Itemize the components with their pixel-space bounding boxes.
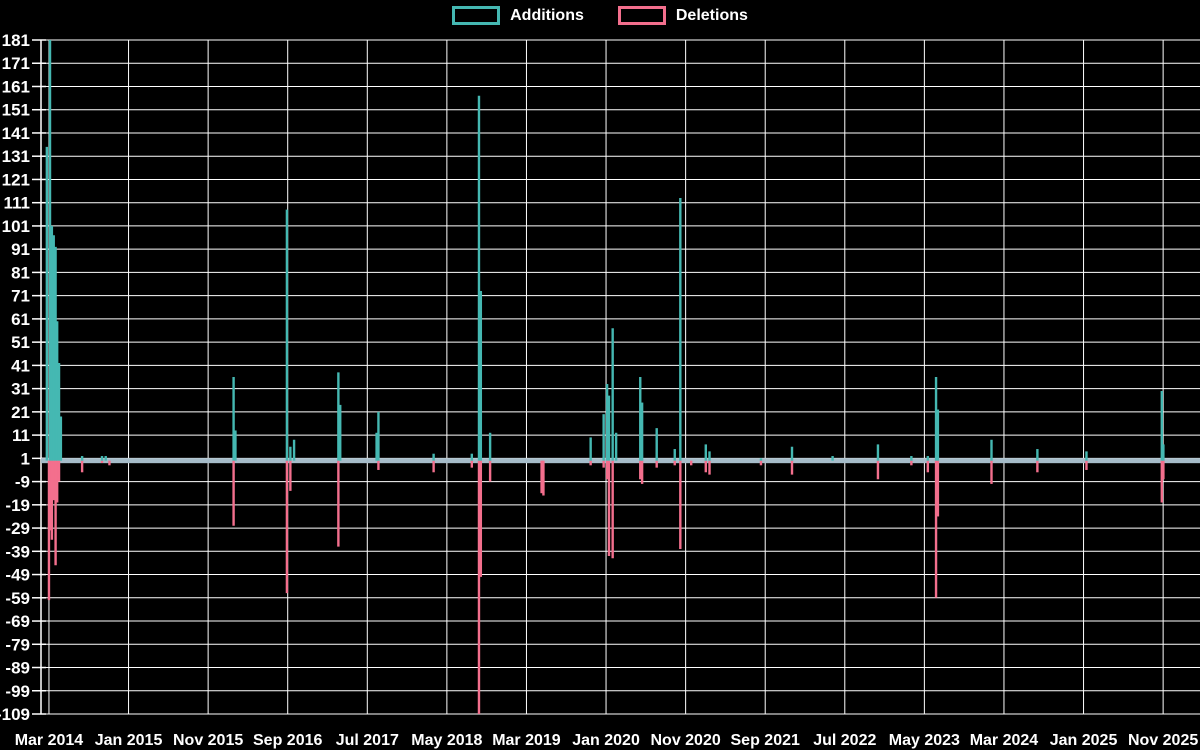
x-tick-label: Sep 2016: [253, 732, 322, 749]
y-tick-label: 121: [2, 170, 30, 189]
y-tick-label: -109: [0, 705, 30, 724]
y-tick-label: -9: [15, 473, 30, 492]
y-tick-label: 51: [11, 333, 30, 352]
y-tick-label: 141: [2, 124, 30, 143]
y-tick-label: -89: [5, 659, 30, 678]
x-tick-label: Mar 2014: [15, 732, 84, 749]
y-tick-label: 1: [21, 449, 30, 468]
y-tick-label: -99: [5, 682, 30, 701]
y-tick-label: 11: [12, 426, 30, 445]
y-tick-label: -19: [5, 496, 30, 515]
y-tick-label: -79: [5, 635, 30, 654]
y-tick-label: -49: [5, 566, 30, 585]
y-tick-label: 151: [2, 101, 30, 120]
zero-baseline: [41, 458, 1200, 464]
y-tick-label: 111: [4, 194, 31, 213]
y-tick-label: 31: [11, 380, 30, 399]
y-tick-label: 171: [2, 54, 30, 73]
y-tick-label: 131: [2, 147, 30, 166]
x-tick-label: May 2018: [411, 732, 482, 749]
y-tick-label: -69: [5, 612, 30, 631]
y-tick-label: 91: [11, 240, 30, 259]
deletions-swatch-icon: [617, 6, 666, 25]
legend-item-deletions[interactable]: Deletions: [617, 6, 748, 25]
y-tick-label: 71: [11, 287, 30, 306]
x-tick-label: Sep 2021: [731, 732, 800, 749]
x-tick-label: Jan 2025: [1050, 732, 1118, 749]
y-tick-label: 41: [11, 356, 30, 375]
x-tick-label: Jul 2017: [336, 732, 399, 749]
y-tick-label: 21: [11, 403, 30, 422]
y-tick-label: 81: [11, 263, 30, 282]
legend-item-additions[interactable]: Additions: [452, 6, 584, 25]
legend-label-deletions: Deletions: [675, 6, 748, 24]
additions-swatch-icon: [452, 6, 501, 25]
y-tick-label: -59: [5, 589, 30, 608]
y-tick-label: 181: [2, 31, 30, 50]
y-tick-label: -39: [5, 542, 30, 561]
x-tick-label: Jul 2022: [813, 732, 876, 749]
y-tick-label: -29: [5, 519, 30, 538]
x-tick-label: Jan 2020: [572, 732, 640, 749]
y-tick-label: 101: [2, 217, 30, 236]
y-tick-label: 161: [2, 77, 30, 96]
legend-label-additions: Additions: [510, 6, 584, 24]
chart-legend: Additions Deletions: [0, 6, 1200, 25]
x-tick-label: Nov 2015: [173, 732, 243, 749]
y-tick-label: 61: [11, 310, 30, 329]
x-tick-label: Mar 2019: [492, 732, 561, 749]
x-tick-label: Jan 2015: [95, 732, 163, 749]
x-tick-label: Nov 2020: [650, 732, 720, 749]
x-tick-label: Nov 2025: [1128, 732, 1198, 749]
x-tick-label: Mar 2024: [970, 732, 1039, 749]
x-tick-label: May 2023: [889, 732, 960, 749]
